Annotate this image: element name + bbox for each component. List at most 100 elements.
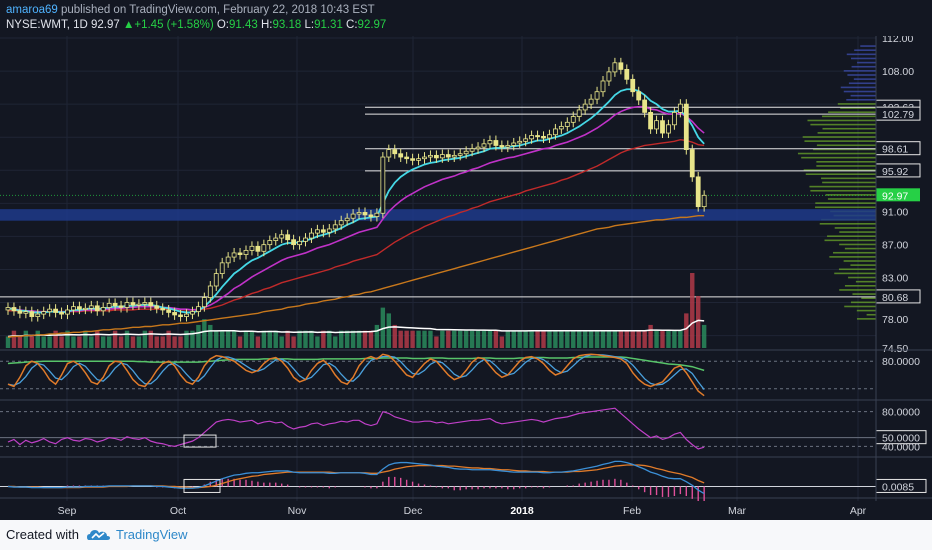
candle (487, 135, 493, 149)
candle (618, 57, 624, 75)
high-label: H: (260, 19, 273, 31)
volume-bar (594, 330, 600, 348)
candle-body (511, 142, 517, 146)
volume-profile-bar (857, 61, 876, 64)
candle-body (23, 311, 29, 314)
candle-body (666, 124, 671, 134)
candle-body (398, 153, 404, 158)
candle-body (207, 285, 213, 298)
candle (314, 224, 320, 239)
volume-profile-bar (839, 243, 876, 246)
candle-body (493, 140, 499, 146)
volume-bar (166, 330, 171, 348)
candle (136, 299, 142, 310)
volume-bar (505, 330, 510, 348)
candle-body (356, 212, 362, 215)
volume-bar (23, 330, 29, 348)
candle (291, 234, 297, 250)
chart-area[interactable]: 112.00108.00103.63102.7998.6195.9292.979… (0, 36, 932, 520)
candle (71, 301, 76, 315)
candle-body (553, 128, 558, 136)
candle (148, 297, 154, 311)
volume-profile-bar (852, 293, 876, 295)
candle (65, 305, 70, 320)
volume-bar (422, 330, 427, 348)
volume-profile-bar (828, 111, 876, 113)
volume-bar (547, 330, 552, 348)
candle (701, 190, 707, 212)
last-price: 92.97 (91, 19, 120, 31)
candle-body (410, 158, 416, 161)
volume-bar (398, 330, 403, 348)
candle-body (594, 91, 600, 100)
candle (326, 224, 332, 238)
candle (475, 142, 481, 154)
candle-body (570, 116, 576, 123)
candle-body (422, 156, 427, 160)
volume-profile-bar (834, 227, 876, 229)
candle-body (225, 256, 231, 264)
volume-bar (672, 330, 677, 348)
volume-bar (452, 330, 457, 348)
volume-bar (106, 336, 112, 348)
candle (416, 153, 421, 166)
candle-body (541, 135, 546, 139)
last-price-tag (876, 188, 920, 202)
high-value: 93.18 (272, 19, 302, 31)
volume-bar (154, 336, 159, 348)
volume-bar (303, 330, 308, 348)
candle (53, 304, 58, 318)
volume-profile-bar (815, 202, 876, 204)
candle-body (481, 143, 487, 148)
candle (642, 95, 648, 118)
candle (558, 121, 564, 134)
candle (666, 119, 671, 139)
candle (11, 302, 17, 316)
volume-profile-bar (839, 289, 876, 291)
tradingview-brand[interactable]: TradingView (116, 527, 188, 542)
candle-body (100, 307, 106, 312)
candle (570, 111, 576, 128)
candle-body (582, 103, 588, 111)
volume-bar (190, 330, 195, 348)
volume-bar (208, 324, 213, 348)
volume-bar (475, 330, 481, 348)
volume-profile-bar (832, 251, 876, 254)
volume-profile-bar (809, 185, 876, 188)
volume-bar (279, 336, 284, 348)
candle (17, 305, 23, 319)
price-axis-label: 108.00 (882, 66, 914, 78)
volume-profile-bar (846, 99, 876, 101)
volume-profile (797, 45, 876, 320)
volume-bar (600, 330, 606, 348)
candle-body (338, 220, 344, 226)
time-axis-label: Sep (58, 505, 77, 517)
author-link[interactable]: amaroa69 (6, 4, 58, 16)
candle-body (172, 312, 178, 316)
volume-bar (654, 330, 659, 348)
candle-body (118, 305, 124, 308)
candle (279, 229, 285, 244)
candle (201, 292, 207, 312)
volume-bar (124, 330, 130, 348)
volume-bar (571, 330, 576, 348)
volume-profile-bar (850, 264, 876, 266)
volume-bar (77, 336, 82, 348)
volume-bar (535, 330, 540, 348)
candle (59, 307, 64, 320)
candle-body (309, 232, 314, 239)
publish-line: amaroa69 published on TradingView.com, F… (6, 4, 375, 16)
candle-body (136, 303, 142, 306)
volume-profile-bar (850, 301, 876, 304)
low-label: L: (304, 19, 315, 31)
volume-profile-bar (843, 260, 876, 262)
published-text: published on TradingView.com, February 2… (61, 4, 375, 16)
candle-body (65, 309, 70, 315)
volume-profile-bar (846, 53, 876, 56)
time-axis-label: Feb (623, 505, 641, 517)
volume-bar (255, 336, 261, 348)
volume-bar (350, 330, 356, 348)
candle (184, 309, 189, 322)
tradingview-logo-icon[interactable] (86, 526, 112, 544)
volume-bar (178, 336, 183, 348)
